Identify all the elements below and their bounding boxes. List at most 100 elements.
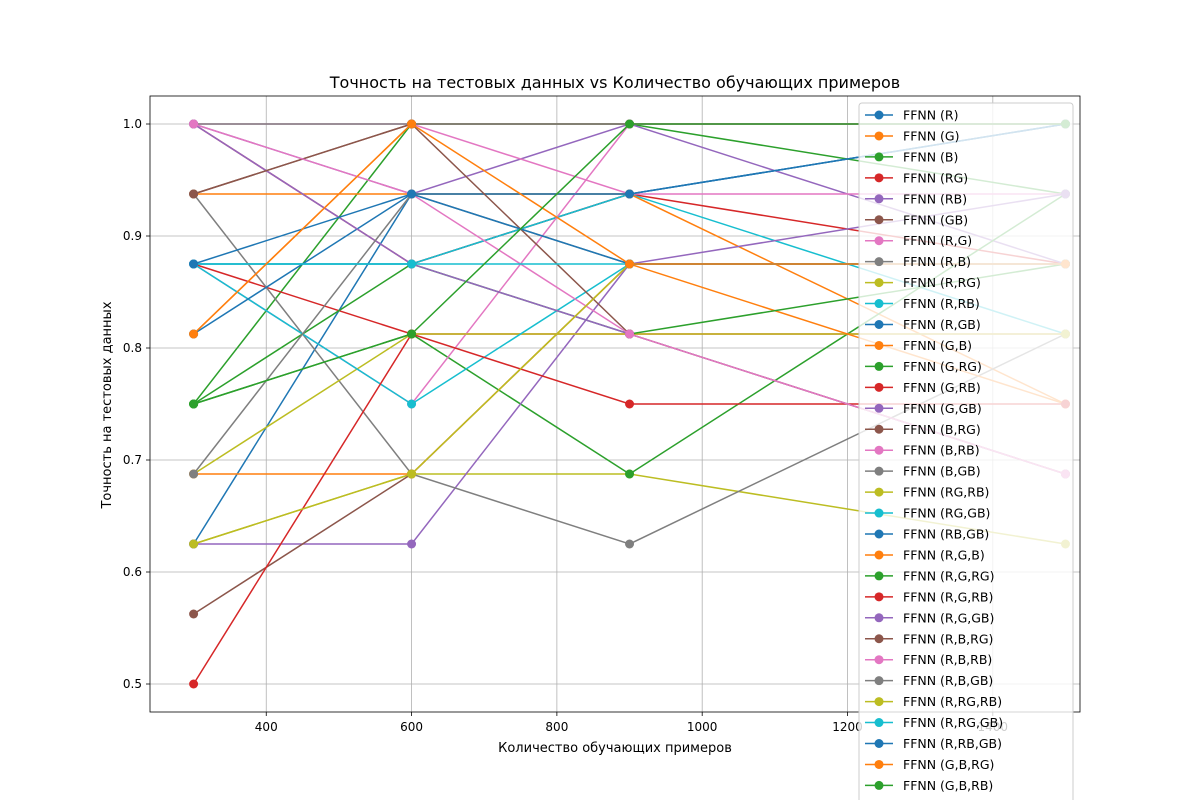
legend-label: FFNN (R,G) — [903, 233, 972, 248]
legend-item: FFNN (R,RG,RB) — [865, 694, 1002, 709]
data-point — [189, 469, 199, 479]
legend-item: FFNN (B,RG) — [865, 422, 981, 437]
legend-label: FFNN (R,B,RB) — [903, 652, 992, 667]
legend-marker — [874, 508, 884, 518]
legend-box — [858, 102, 1074, 800]
axes: 4006008001000120014000.50.60.70.80.91.0 — [123, 95, 1081, 734]
legend: FFNN (R) FFNN (G) FFNN (B) FFNN (RG) FFNN (R… — [858, 102, 1074, 800]
plot-series — [189, 119, 1070, 689]
x-tick-label: 600 — [400, 720, 423, 734]
legend-marker — [874, 676, 884, 686]
legend-item: FFNN (GB) — [865, 212, 968, 227]
legend-label: FFNN (B,RG) — [903, 422, 981, 437]
legend-label: FFNN (R,RG,GB) — [903, 715, 1003, 730]
legend-label: FFNN (R,G,GB) — [903, 610, 994, 625]
legend-item: FFNN (G,RB) — [865, 380, 981, 395]
legend-label: FFNN (G,B,RB) — [903, 778, 993, 793]
y-tick-label: 0.7 — [123, 453, 142, 467]
chart-title: Точность на тестовых данных vs Количеств… — [329, 73, 900, 92]
data-point — [407, 189, 417, 199]
data-point — [407, 469, 417, 479]
legend-item: FFNN (G,B,RB) — [865, 778, 993, 793]
legend-item: FFNN (R,B) — [865, 254, 971, 269]
data-point — [625, 119, 635, 129]
legend-marker — [874, 445, 884, 455]
legend-marker — [874, 299, 884, 309]
legend-label: FFNN (R,G,RB) — [903, 589, 993, 604]
legend-marker — [874, 236, 884, 246]
data-point — [625, 469, 635, 479]
legend-label: FFNN (R,G,RG) — [903, 568, 995, 583]
data-point — [625, 329, 635, 339]
y-tick-label: 1.0 — [123, 117, 142, 131]
legend-marker — [874, 718, 884, 728]
plot-frame — [149, 95, 1081, 713]
legend-marker — [874, 382, 884, 392]
y-tick-label: 0.8 — [123, 341, 142, 355]
legend-item: FFNN (R,G) — [865, 233, 972, 248]
y-tick-label: 0.6 — [123, 565, 142, 579]
legend-item: FFNN (R,G,RB) — [865, 589, 993, 604]
legend-label: FFNN (RG) — [903, 170, 968, 185]
legend-marker — [874, 759, 884, 769]
legend-marker — [874, 697, 884, 707]
legend-item: FFNN (RB,GB) — [865, 527, 989, 542]
legend-label: FFNN (G,GB) — [903, 401, 982, 416]
legend-label: FFNN (R,RB) — [903, 296, 980, 311]
y-tick-label: 0.9 — [123, 229, 142, 243]
legend-label: FFNN (R,G,B) — [903, 547, 985, 562]
legend-item: FFNN (R) — [865, 108, 959, 123]
x-tick-label: 400 — [255, 720, 278, 734]
legend-marker — [874, 320, 884, 329]
data-point — [625, 539, 635, 549]
legend-item: FFNN (R,RB,GB) — [865, 736, 1002, 751]
data-point — [407, 539, 417, 549]
data-point — [189, 399, 199, 409]
legend-marker — [874, 780, 884, 790]
data-point — [189, 119, 199, 129]
x-tick-label: 800 — [545, 720, 568, 734]
legend-item: FFNN (RG,GB) — [865, 506, 990, 521]
data-point — [407, 119, 417, 129]
data-point — [189, 189, 199, 199]
legend-marker — [874, 634, 884, 644]
legend-item: FFNN (RG) — [865, 170, 968, 185]
legend-label: FFNN (G) — [903, 128, 960, 143]
legend-label: FFNN (G,RB) — [903, 380, 981, 395]
x-tick-label: 1200 — [832, 720, 863, 734]
legend-marker — [874, 550, 884, 560]
legend-label: FFNN (RB) — [903, 191, 967, 206]
legend-item: FFNN (RG,RB) — [865, 485, 989, 500]
series-line — [193, 123, 1066, 405]
legend-marker — [874, 278, 884, 288]
data-point — [189, 679, 199, 689]
legend-marker — [874, 655, 884, 665]
legend-item: FFNN (B,RB) — [865, 443, 980, 458]
data-point — [189, 259, 199, 269]
legend-item: FFNN (B) — [865, 149, 958, 164]
legend-label: FFNN (RG,GB) — [903, 506, 990, 521]
legend-marker — [874, 571, 884, 581]
legend-item: FFNN (R,GB) — [865, 317, 981, 332]
series-line — [193, 123, 1066, 335]
legend-item: FFNN (RB) — [865, 191, 967, 206]
data-point — [407, 399, 417, 409]
legend-item: FFNN (R,RB) — [865, 296, 980, 311]
legend-label: FFNN (R,RB,GB) — [903, 736, 1002, 751]
legend-marker — [874, 131, 884, 141]
legend-marker — [874, 424, 884, 434]
legend-label: FFNN (R,B) — [903, 254, 971, 269]
legend-label: FFNN (RG,RB) — [903, 485, 989, 500]
y-axis-label: Точность на тестовых данных — [100, 301, 115, 509]
legend-marker — [874, 466, 884, 476]
legend-label: FFNN (G,RG) — [903, 359, 982, 374]
legend-label: FFNN (GB) — [903, 212, 968, 227]
data-point — [407, 329, 417, 339]
data-point — [407, 259, 417, 269]
legend-item: FFNN (G,GB) — [865, 401, 982, 416]
legend-item: FFNN (R,RG) — [865, 275, 981, 290]
legend-label: FFNN (G,B,RG) — [903, 757, 994, 772]
legend-marker — [874, 173, 884, 183]
x-tick-label: 1000 — [687, 720, 718, 734]
